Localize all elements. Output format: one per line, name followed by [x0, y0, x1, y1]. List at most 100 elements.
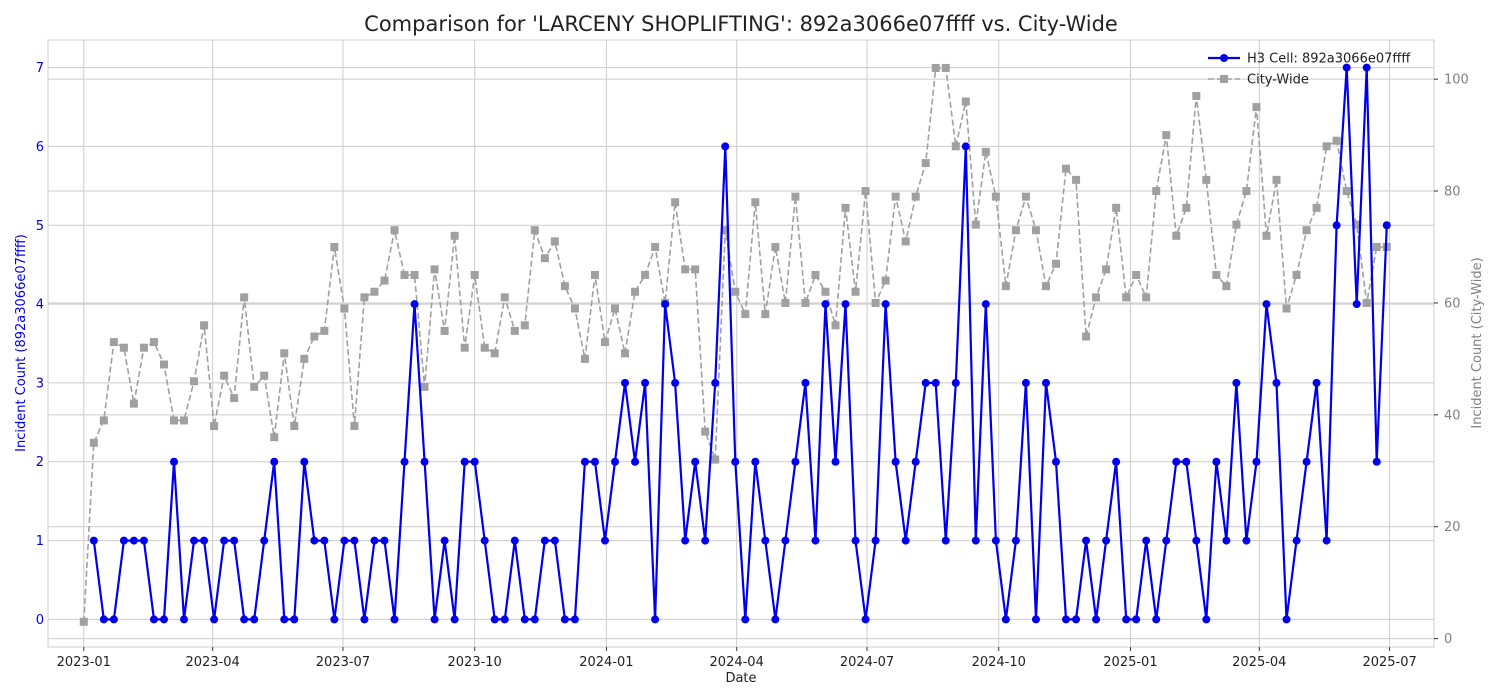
h3-cell-data-point — [380, 536, 389, 545]
h3-cell-data-point — [1162, 536, 1171, 545]
y-tick-label-left: 4 — [36, 298, 44, 313]
h3-cell-data-point — [410, 300, 419, 309]
y-axis-label-right: Incident Count (City-Wide) — [1470, 257, 1485, 428]
h3-cell-data-point — [761, 536, 770, 545]
y-tick-label-left: 5 — [36, 219, 44, 234]
legend: H3 Cell: 892a3066e07ffff City-Wide — [1208, 52, 1411, 88]
city-wide-data-point — [1282, 304, 1291, 313]
city-wide-data-point — [149, 338, 158, 347]
city-wide-data-point — [1252, 103, 1261, 112]
axes: 2023-01 2023-04 2023-07 2023-10 2024-01 2024-… — [36, 61, 1469, 670]
h3-cell-data-point — [480, 536, 489, 545]
city-wide-data-point — [901, 237, 910, 246]
h3-cell-data-point — [661, 300, 670, 309]
city-wide-data-point — [540, 254, 549, 263]
city-wide-data-point — [811, 270, 820, 279]
h3-cell-data-point — [741, 615, 750, 624]
h3-cell-data-point — [891, 457, 900, 466]
x-tick-label: 2025-07 — [1362, 655, 1416, 670]
h3-cell-data-point — [1252, 457, 1261, 466]
h3-cell-data-point — [510, 536, 519, 545]
city-wide-data-point — [621, 349, 630, 358]
city-wide-data-point — [1052, 259, 1060, 268]
legend-marker — [1220, 54, 1228, 62]
h3-cell-data-point — [1322, 536, 1331, 545]
city-wide-data-point — [1192, 91, 1201, 100]
city-wide-data-point — [881, 276, 890, 285]
city-wide-data-point — [330, 242, 339, 251]
h3-cell-data-point — [1041, 378, 1050, 387]
city-wide-data-point — [1001, 282, 1010, 291]
city-wide-data-point — [360, 293, 369, 302]
city-wide-data-point — [641, 270, 650, 279]
city-wide-data-point — [280, 349, 289, 358]
h3-cell-data-point — [941, 536, 950, 545]
h3-cell-data-point — [540, 536, 549, 545]
h3-cell-data-point — [520, 615, 529, 624]
city-wide-data-point — [951, 142, 960, 151]
y-tick-label-left: 7 — [36, 61, 44, 76]
city-wide-data-point — [390, 226, 399, 235]
h3-cell-data-point — [200, 536, 209, 545]
city-wide-data-point — [801, 298, 810, 307]
city-wide-data-point — [310, 332, 319, 341]
city-wide-data-point — [771, 242, 780, 251]
city-wide-data-point — [180, 416, 189, 425]
city-wide-data-point — [340, 304, 349, 313]
h3-cell-data-point — [1112, 457, 1121, 466]
city-wide-data-point — [350, 422, 359, 431]
city-wide-data-point — [631, 287, 640, 296]
city-wide-data-point — [1222, 282, 1231, 291]
city-wide-data-point — [921, 159, 930, 168]
y-tick-label-left: 1 — [36, 534, 44, 549]
city-wide-data-point — [1312, 203, 1321, 212]
h3-cell-data-point — [420, 457, 429, 466]
h3-cell-data-point — [1031, 615, 1040, 624]
h3-cell-data-point — [1282, 615, 1291, 624]
city-wide-data-point — [1242, 187, 1251, 196]
city-wide-data-point — [701, 427, 710, 436]
h3-cell-data-point — [350, 536, 359, 545]
h3-cell-data-point — [1332, 221, 1341, 230]
legend-label: H3 Cell: 892a3066e07ffff — [1247, 52, 1411, 67]
city-wide-data-point — [1182, 203, 1191, 212]
h3-cell-data-point — [1072, 615, 1081, 624]
city-wide-data-point — [220, 371, 229, 380]
h3-cell-data-point — [1262, 300, 1271, 309]
y-tick-label-right: 0 — [1444, 632, 1452, 647]
city-wide-data-point — [460, 343, 469, 352]
h3-cell-data-point — [861, 615, 870, 624]
city-wide-data-point — [691, 265, 700, 274]
h3-cell-data-point — [1342, 63, 1351, 72]
city-wide-data-point — [560, 282, 569, 291]
city-wide-data-point — [530, 226, 539, 235]
y-tick-label-left: 2 — [36, 455, 44, 470]
city-wide-data-point — [1031, 226, 1040, 235]
y-tick-label-right: 80 — [1444, 185, 1461, 200]
h3-cell-data-point — [270, 457, 279, 466]
x-tick-label: 2023-07 — [316, 655, 370, 670]
legend-label: City-Wide — [1247, 73, 1309, 88]
city-wide-data-point — [119, 343, 128, 352]
city-wide-data-point — [320, 326, 329, 335]
h3-cell-data-point — [811, 536, 820, 545]
h3-cell-data-point — [290, 615, 299, 624]
city-wide-data-point — [430, 265, 439, 274]
h3-cell-data-point — [801, 378, 810, 387]
city-wide-data-point — [1352, 220, 1361, 229]
h3-cell-data-point — [260, 536, 269, 545]
legend-marker — [1220, 75, 1228, 83]
city-wide-data-point — [791, 192, 800, 201]
city-wide-data-point — [470, 270, 479, 279]
h3-cell-data-point — [600, 536, 609, 545]
city-wide-data-point — [971, 220, 980, 229]
city-wide-data-point — [1372, 242, 1381, 251]
city-wide-data-point — [1041, 282, 1050, 291]
h3-cell-data-point — [280, 615, 289, 624]
y-tick-label-left: 0 — [36, 613, 44, 628]
h3-cell-data-point — [109, 615, 118, 624]
city-wide-data-point — [1092, 293, 1101, 302]
city-wide-data-point — [109, 338, 118, 347]
h3-cell-data-point — [240, 615, 249, 624]
city-wide-data-point — [1212, 270, 1221, 279]
